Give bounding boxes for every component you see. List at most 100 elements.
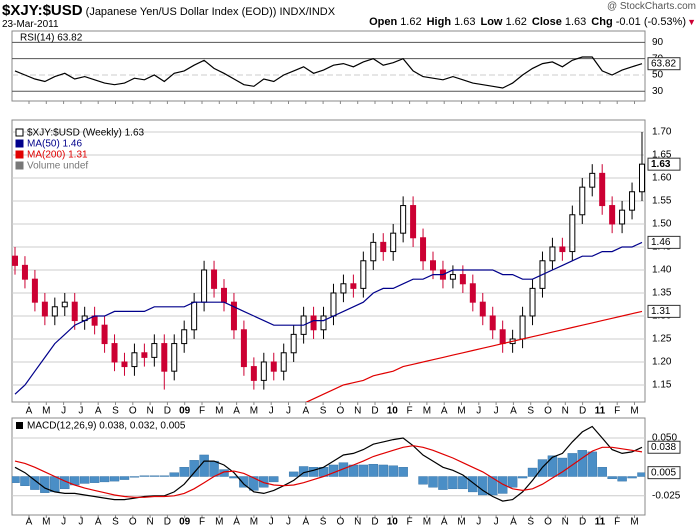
symbol: $XJY:$USD	[2, 2, 83, 19]
x-tick-label: 11	[595, 406, 606, 417]
panel-frame	[11, 30, 646, 102]
candle-body	[270, 361, 277, 372]
x-tick-label: A	[233, 517, 240, 528]
x-tick-label: M	[250, 406, 258, 417]
histogram-bar	[189, 460, 199, 477]
x-tick-label: O	[544, 406, 552, 417]
x-tick-label: S	[112, 517, 119, 528]
legend-swatch	[15, 161, 24, 170]
plot-area	[14, 56, 643, 89]
x-tick-label: M	[630, 406, 638, 417]
x-tick-label: A	[26, 406, 33, 417]
histogram-bar	[557, 457, 568, 477]
quote-value: 1.63	[564, 16, 587, 28]
candle-body	[350, 283, 357, 289]
x-tick-label: A	[441, 406, 448, 417]
histogram-bar	[50, 476, 60, 493]
y-tick-label: 1.55	[652, 196, 672, 207]
y-tick-label: 50	[652, 70, 664, 81]
histogram-bar	[209, 460, 219, 477]
candle-body	[12, 255, 18, 266]
x-tick-label: M	[630, 517, 638, 528]
histogram-bar	[269, 476, 279, 483]
x-tick-label: D	[371, 517, 378, 528]
histogram-bar	[458, 476, 468, 490]
histogram-bar	[20, 476, 30, 486]
x-tick-label: M	[215, 517, 223, 528]
candle-body	[479, 301, 486, 317]
x-tick-label: D	[579, 517, 586, 528]
candle-body	[410, 205, 417, 239]
quote-value: 1.62	[505, 16, 527, 28]
x-tick-label: O	[544, 517, 552, 528]
x-tick-label: A	[302, 517, 309, 528]
candle-body	[619, 209, 626, 225]
candle-body	[260, 361, 267, 381]
candle-body	[41, 301, 48, 317]
x-tick-label: J	[494, 406, 499, 417]
candle-body	[629, 191, 636, 211]
last-value-box	[647, 304, 681, 318]
x-tick-label: M	[423, 406, 431, 417]
histogram-bar	[517, 476, 528, 479]
candle-body	[370, 241, 377, 262]
histogram-bar	[288, 471, 299, 477]
plot-area	[12, 425, 645, 502]
legend-swatch	[15, 150, 24, 159]
histogram-bar	[12, 476, 20, 483]
candle-body	[240, 329, 247, 368]
candle-body	[290, 333, 297, 354]
last-value-label: 0.038	[651, 442, 676, 453]
candle-body	[211, 269, 218, 289]
candle-body	[280, 352, 287, 372]
x-tick-label: A	[233, 406, 240, 417]
y-tick-label: 1.35	[652, 288, 672, 299]
candle-body	[380, 241, 387, 253]
quote-label: Open	[369, 16, 398, 28]
x-tick-label: J	[476, 517, 481, 528]
legend-swatch	[16, 422, 23, 429]
histogram-bar	[149, 475, 160, 477]
candle-body	[161, 343, 168, 372]
candle-body	[131, 352, 138, 368]
candle-body	[499, 329, 506, 345]
histogram-bar	[179, 467, 189, 477]
x-tick-label: J	[78, 406, 83, 417]
x-tick-label: A	[510, 517, 517, 528]
legend-entry: RSI(14) 63.82	[20, 33, 83, 44]
candle-body	[201, 269, 208, 303]
x-tick-label: O	[129, 517, 137, 528]
histogram-bar	[478, 476, 488, 496]
histogram-bar	[438, 476, 448, 490]
x-tick-label: M	[42, 517, 50, 528]
candle-body	[191, 301, 198, 331]
quote-value: -0.01 (-0.53%)	[615, 16, 686, 28]
x-tick-label: D	[164, 517, 171, 528]
y-tick-label: 1.50	[652, 219, 672, 230]
candle-body	[340, 283, 347, 294]
y-tick-label: 1.20	[652, 357, 672, 368]
candle-body	[171, 343, 178, 372]
legend-entry: MA(200) 1.31	[27, 150, 88, 161]
candle-body	[400, 205, 407, 234]
x-tick-label: N	[146, 517, 153, 528]
title-row: $XJY:$USD (Japanese Yen/US Dollar Index …	[2, 2, 335, 19]
candle-body	[549, 246, 556, 262]
candle-body	[599, 172, 606, 207]
line-series	[14, 425, 643, 502]
histogram-bar	[607, 476, 617, 480]
histogram-bar	[547, 455, 558, 477]
x-tick-label: J	[61, 406, 66, 417]
histogram-bar	[99, 476, 110, 483]
histogram-bar	[169, 472, 179, 477]
histogram-bar	[507, 476, 518, 488]
histogram-bar	[199, 454, 209, 477]
x-tick-label: F	[614, 406, 620, 417]
y-tick-label: 1.65	[652, 150, 672, 161]
histogram-bar	[468, 476, 478, 493]
line-series	[305, 310, 643, 402]
x-tick-label: 11	[595, 517, 606, 528]
histogram-bar	[239, 476, 249, 488]
x-tick-label: J	[286, 517, 291, 528]
